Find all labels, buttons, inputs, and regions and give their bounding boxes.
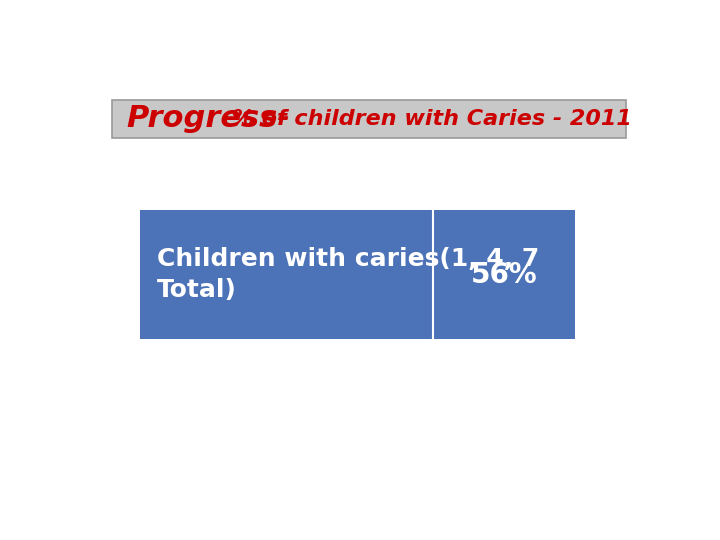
Text: Total): Total) (157, 279, 237, 302)
FancyBboxPatch shape (112, 100, 626, 138)
Text: % of children with Caries - 2011: % of children with Caries - 2011 (224, 109, 631, 129)
Text: Progress-: Progress- (126, 104, 290, 133)
FancyBboxPatch shape (140, 210, 575, 339)
Text: 56%: 56% (471, 261, 538, 289)
Text: Children with caries(1, 4, 7: Children with caries(1, 4, 7 (157, 247, 539, 271)
